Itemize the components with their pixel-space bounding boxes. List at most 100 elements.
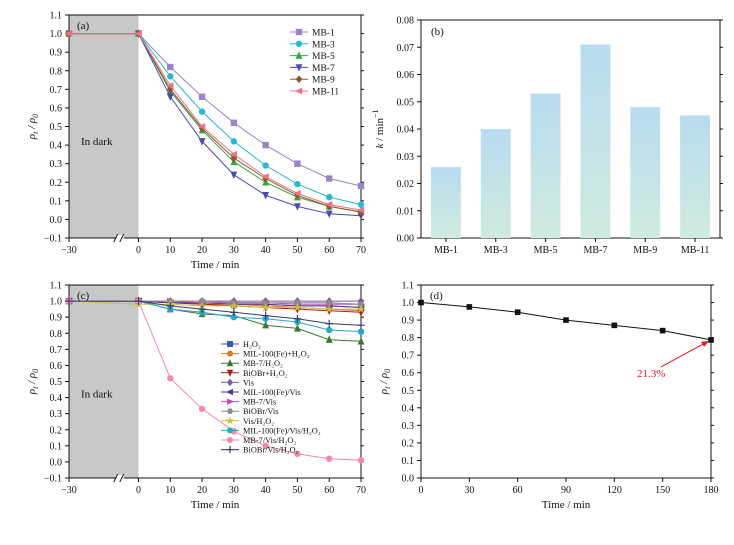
data-point xyxy=(198,108,206,115)
y-tick-label: 0.5 xyxy=(50,377,63,388)
data-point xyxy=(466,304,473,310)
y-tick-label: −0.1 xyxy=(44,474,62,485)
legend-marker xyxy=(226,398,235,405)
y-axis-label-part: ρ xyxy=(26,134,38,140)
x-tick-label: 60 xyxy=(513,485,523,496)
y-tick-label: 0.05 xyxy=(397,97,415,108)
series-5 xyxy=(64,30,365,214)
y-tick-label: 0.2 xyxy=(50,178,63,189)
legend-label: MB-3 xyxy=(312,40,335,50)
panel-label: (d) xyxy=(430,290,443,302)
data-point xyxy=(166,302,175,310)
legend-entry: MB-5 xyxy=(290,51,335,62)
panel-d: 0.0 0.1 0.2 0.3 0.4 0.5 0.6 0.7 0.8 0.9 1.0 1.1 0 30 6… xyxy=(378,281,719,512)
data-point xyxy=(294,450,301,458)
x-tick-label: MB-3 xyxy=(484,245,508,256)
x-tick-label: −30 xyxy=(61,485,77,496)
legend-marker xyxy=(295,51,303,59)
data-point xyxy=(198,93,206,100)
y-tick-label: 0.9 xyxy=(402,316,415,327)
y-tick-label: 1.1 xyxy=(50,11,63,22)
y-tick-label: 0.4 xyxy=(50,393,63,404)
data-point xyxy=(167,375,174,382)
x-tick-label: 30 xyxy=(464,485,474,496)
legend-entry: MB-3 xyxy=(290,40,335,50)
data-point xyxy=(230,171,238,180)
x-tick-label: MB-5 xyxy=(534,245,558,256)
legend-marker xyxy=(225,388,234,396)
x-tick-label: 40 xyxy=(261,485,271,496)
y-axis-label-part: / ρ xyxy=(26,373,38,387)
y-tick-label: 0.3 xyxy=(50,159,63,170)
x-tick-label: 20 xyxy=(197,485,207,496)
y-tick-label: 0.5 xyxy=(50,122,63,133)
legend-label: MB-1 xyxy=(312,29,335,39)
data-point xyxy=(357,457,365,464)
data-point xyxy=(230,138,238,145)
series-0 xyxy=(65,30,365,190)
series-11 xyxy=(65,297,365,330)
x-tick-label: 120 xyxy=(607,485,622,496)
data-point xyxy=(64,30,73,38)
annotation-text: 21.3% xyxy=(637,368,665,380)
legend-label: Vis xyxy=(243,378,254,387)
data-point xyxy=(326,193,333,201)
x-axis-label: Time / min xyxy=(191,499,240,511)
annotation-arrowhead xyxy=(701,340,709,347)
y-tick-label: 1.1 xyxy=(50,281,63,292)
x-tick-label: MB-11 xyxy=(681,245,710,256)
legend-marker xyxy=(226,427,233,434)
data-point xyxy=(229,301,239,310)
x-axis-label: Time / min xyxy=(191,259,240,271)
y-tick-label: 0.08 xyxy=(397,16,415,27)
x-tick-label: 90 xyxy=(561,485,571,496)
legend-label: MIL-100(Fe)+H₂O₂ xyxy=(243,350,310,359)
data-point xyxy=(262,192,270,200)
data-point xyxy=(418,299,424,306)
legend-entry: BiOBr+H₂O₂ xyxy=(221,369,288,378)
data-point xyxy=(708,337,714,343)
data-point xyxy=(324,201,333,208)
x-tick-label: 180 xyxy=(704,485,719,496)
data-point xyxy=(262,162,269,169)
y-tick-label: 0.03 xyxy=(397,152,415,163)
y-tick-label: 0.5 xyxy=(402,386,415,397)
legend-label: MIL-100(Fe)/Vis/H₂O₂ xyxy=(243,426,321,435)
legend-entry: MB-7/Vis/H₂O₂ xyxy=(221,436,296,445)
data-point xyxy=(357,321,365,330)
x-axis-label: Time / min xyxy=(542,499,591,511)
legend-entry: Vis/H₂O₂ xyxy=(221,416,274,426)
data-point xyxy=(356,304,366,313)
plot-frame xyxy=(420,19,721,239)
legend-entry: MIL-100(Fe)/Vis xyxy=(221,388,301,397)
data-point xyxy=(357,201,365,208)
bar-mb-7 xyxy=(580,44,611,239)
data-point xyxy=(198,405,206,413)
panel-label: (a) xyxy=(77,20,90,32)
y-tick-label: 0.3 xyxy=(50,409,63,420)
legend-entry: Vis xyxy=(221,378,254,387)
data-point xyxy=(611,322,618,329)
data-point xyxy=(198,305,206,313)
axis-break-mark xyxy=(119,473,125,483)
y-tick-label: 0.04 xyxy=(397,125,415,136)
y-tick-label: 0.0 xyxy=(402,474,415,485)
y-tick-label: 0.4 xyxy=(50,141,63,152)
x-tick-label: 10 xyxy=(165,485,175,496)
y-axis-label-part: k xyxy=(374,143,386,149)
legend-marker xyxy=(295,75,303,84)
data-point xyxy=(325,299,333,306)
annotation: 21.3% xyxy=(637,340,709,380)
y-axis-label-part: −1 xyxy=(371,109,380,118)
y-tick-label: 0.8 xyxy=(402,333,415,344)
y-tick-label: 0.8 xyxy=(50,66,63,77)
dark-region xyxy=(69,285,139,478)
data-point xyxy=(198,138,206,146)
data-point xyxy=(262,320,270,329)
data-point xyxy=(65,297,73,305)
data-point xyxy=(324,304,334,313)
axis-break-gap xyxy=(115,475,124,481)
legend-label: MB-7/Vis/H₂O₂ xyxy=(243,436,296,445)
y-axis-label: k / min−1 xyxy=(371,109,386,148)
